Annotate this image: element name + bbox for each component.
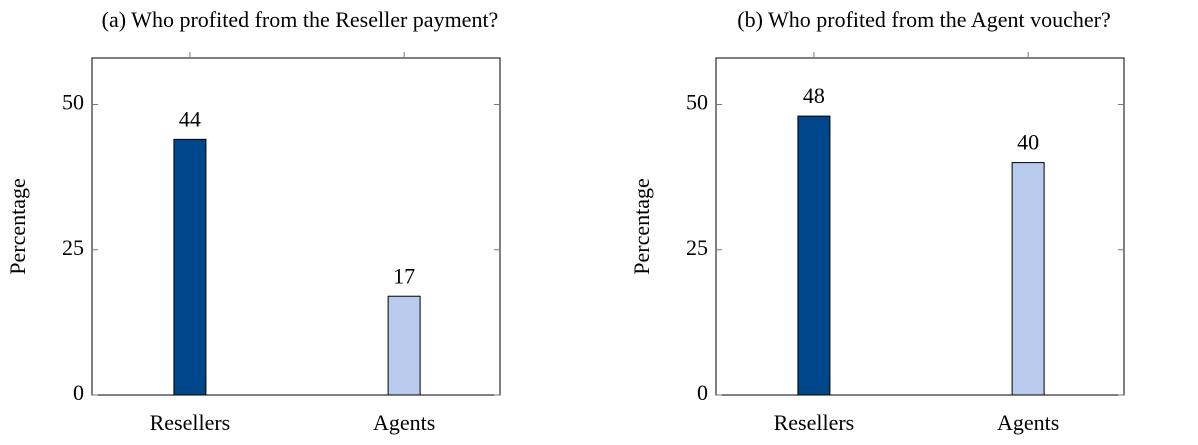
y-axis-label: Percentage [629,178,654,275]
bar [173,138,207,396]
x-tick-label: Resellers [774,410,855,435]
bar [797,115,831,396]
y-tick-label: 0 [697,380,708,405]
bar [1011,162,1045,396]
y-axis-label: Percentage [5,178,30,275]
x-tick-label: Agents [373,410,435,435]
y-tick-label: 25 [62,235,84,260]
plot-frame [91,57,501,396]
data-label: 40 [1017,130,1039,155]
y-tick-label: 25 [686,235,708,260]
plot-frame [715,57,1125,396]
chart-title: (b) Who profited from the Agent voucher? [737,7,1110,32]
y-tick-label: 50 [686,90,708,115]
bar [387,295,421,396]
data-label: 44 [179,106,201,131]
chart-title: (a) Who profited from the Reseller payme… [102,7,499,32]
x-tick-label: Agents [997,410,1059,435]
data-label: 48 [803,83,825,108]
y-tick-label: 0 [73,380,84,405]
y-tick-label: 50 [62,90,84,115]
x-tick-label: Resellers [150,410,231,435]
data-label: 17 [393,263,415,288]
